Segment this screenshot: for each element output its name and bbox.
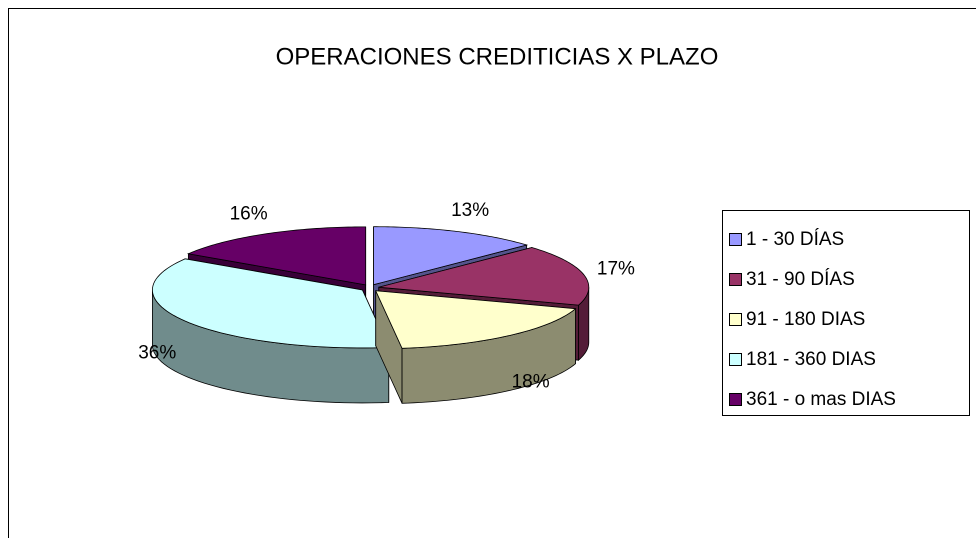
legend-label: 1 - 30 DÍAS xyxy=(746,229,844,250)
data-label: 17% xyxy=(597,259,635,280)
legend-swatch xyxy=(730,314,742,326)
chart-title: OPERACIONES CREDITICIAS X PLAZO xyxy=(276,43,719,70)
legend-label: 31 - 90 DÍAS xyxy=(746,269,855,290)
legend-swatch xyxy=(730,274,742,286)
legend-label: 91 - 180 DIAS xyxy=(746,309,865,330)
legend-label: 361 - o mas DIAS xyxy=(746,389,896,410)
data-label: 13% xyxy=(451,200,489,221)
legend-label: 181 - 360 DIAS xyxy=(746,349,876,370)
data-label: 16% xyxy=(230,203,268,224)
data-label: 18% xyxy=(512,371,550,392)
legend-swatch xyxy=(730,354,742,366)
legend-swatch xyxy=(730,234,742,246)
data-label: 36% xyxy=(138,343,176,364)
legend-swatch xyxy=(730,394,742,406)
